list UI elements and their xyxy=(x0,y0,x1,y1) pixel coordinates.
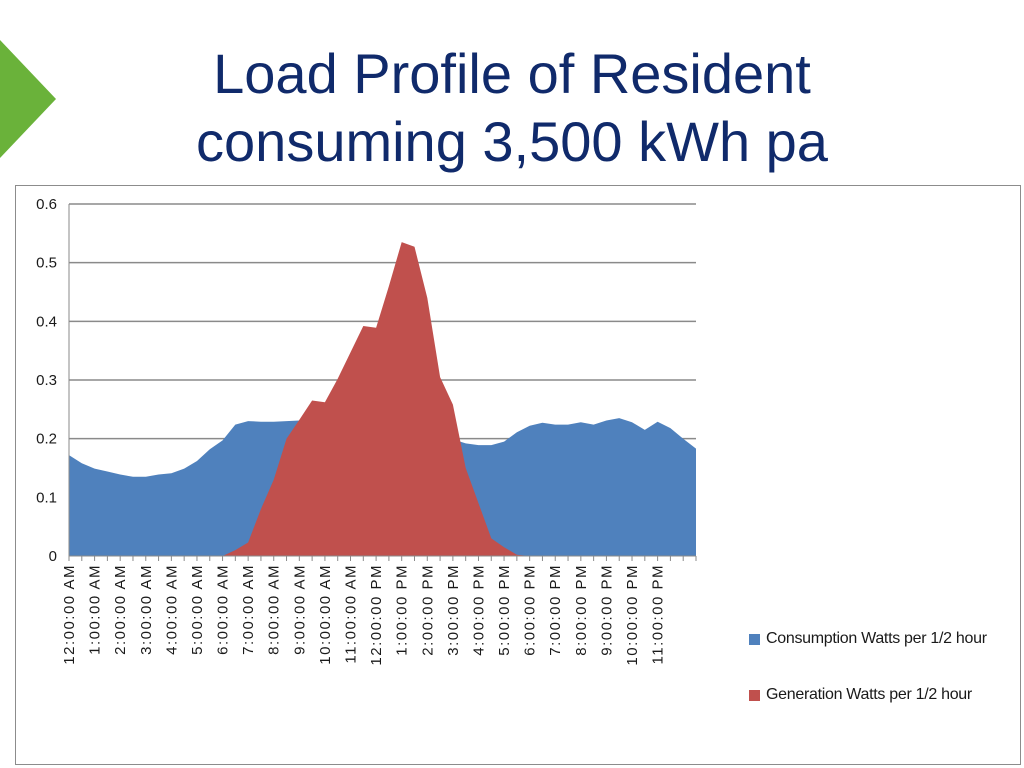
y-tick-label: 0.4 xyxy=(36,313,57,330)
x-tick-label: 9:00:00 AM xyxy=(291,564,308,655)
x-tick-label: 6:00:00 AM xyxy=(215,564,232,655)
x-tick-label: 7:00:00 AM xyxy=(240,564,257,655)
x-tick-label: 7:00:00 PM xyxy=(547,564,564,656)
x-tick-label: 12:00:00 PM xyxy=(368,564,385,666)
y-tick-label: 0.6 xyxy=(36,196,57,213)
y-tick-label: 0 xyxy=(49,548,57,565)
chart-area: 0 0.1 0.2 0.3 0.4 0.5 0.6 12:00:00 AM 1:00:00 AM… xyxy=(15,185,1021,765)
slide-title-line-2: consuming 3,500 kWh pa xyxy=(196,110,828,173)
x-tick-label: 9:00:00 PM xyxy=(598,564,615,656)
x-tick-label: 3:00:00 PM xyxy=(445,564,462,656)
legend-item-generation: Generation Watts per 1/2 hour xyxy=(749,682,987,708)
x-tick-label: 3:00:00 AM xyxy=(138,564,155,655)
x-tick-label: 4:00:00 AM xyxy=(163,564,180,655)
chart-legend: Consumption Watts per 1/2 hour Generatio… xyxy=(749,626,987,738)
x-tick-label: 10:00:00 PM xyxy=(624,564,641,666)
legend-label-generation: Generation Watts per 1/2 hour xyxy=(766,686,972,703)
x-tick-label: 10:00:00 AM xyxy=(317,564,334,665)
slide-title-line-1: Load Profile of Resident xyxy=(213,42,811,105)
y-tick-label: 0.3 xyxy=(36,372,57,389)
legend-label-consumption: Consumption Watts per 1/2 hour xyxy=(766,630,987,647)
y-tick-label: 0.2 xyxy=(36,431,57,448)
x-tick-label: 5:00:00 PM xyxy=(496,564,513,656)
y-tick-label: 0.1 xyxy=(36,489,57,506)
legend-swatch-consumption xyxy=(749,633,760,645)
chart-svg: 0 0.1 0.2 0.3 0.4 0.5 0.6 12:00:00 AM 1:00:00 AM… xyxy=(36,196,697,666)
x-tick-label: 8:00:00 AM xyxy=(266,564,283,655)
slide-title: Load Profile of Resident consuming 3,500… xyxy=(0,40,1024,176)
x-tick-label: 5:00:00 AM xyxy=(189,564,206,655)
x-tick-label: 2:00:00 AM xyxy=(112,564,129,655)
y-tick-label: 0.5 xyxy=(36,255,57,272)
x-tick-label: 2:00:00 PM xyxy=(419,564,436,656)
series-area-generation xyxy=(69,242,696,556)
x-tick-label: 11:00:00 AM xyxy=(343,564,360,664)
x-tick-label: 8:00:00 PM xyxy=(573,564,590,656)
slide-arrow-icon xyxy=(0,40,56,158)
x-tick-label: 1:00:00 PM xyxy=(394,564,411,656)
x-tick-label: 12:00:00 AM xyxy=(61,564,78,665)
x-tick-label: 6:00:00 PM xyxy=(522,564,539,656)
x-tick-label: 1:00:00 AM xyxy=(87,564,104,655)
legend-swatch-generation xyxy=(749,689,760,701)
legend-item-consumption: Consumption Watts per 1/2 hour xyxy=(749,626,987,652)
x-tick-label: 4:00:00 PM xyxy=(470,564,487,656)
x-tick-label: 11:00:00 PM xyxy=(650,564,667,664)
